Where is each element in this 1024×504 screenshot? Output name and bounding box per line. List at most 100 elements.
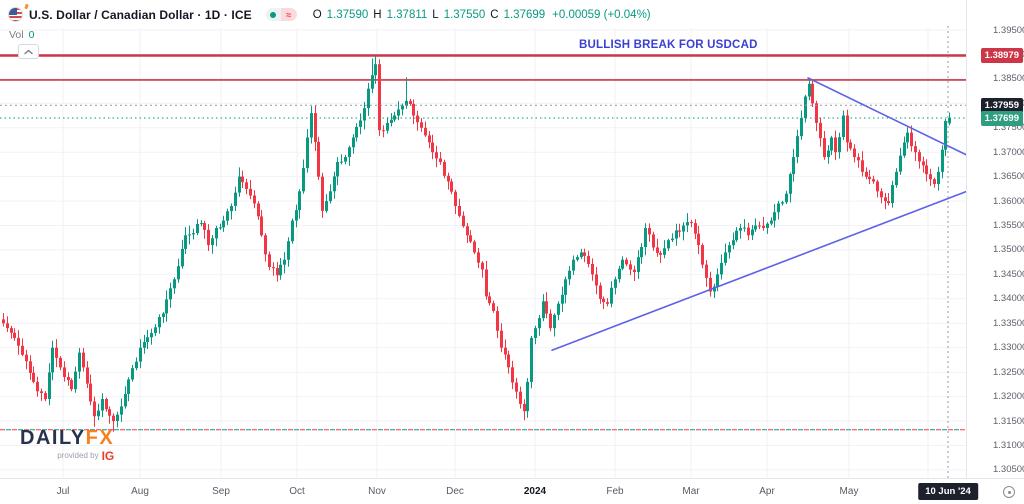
- candle-body: [766, 223, 769, 228]
- candle-body: [116, 414, 119, 421]
- candle-body: [409, 100, 412, 104]
- change-value: +0.00059 (+0.04%): [552, 8, 651, 21]
- candle-body: [397, 109, 400, 116]
- candle-body: [412, 103, 415, 116]
- candle-body: [48, 372, 51, 399]
- time-axis[interactable]: 10 Jun '24 Jul Aug Sep Oct Nov Dec 2024 Feb Mar A…: [0, 478, 1024, 504]
- candle-body: [591, 264, 594, 275]
- candle-body: [70, 380, 73, 390]
- indicator-collapse-button[interactable]: [18, 44, 39, 59]
- delayed-data-icon: ≈: [280, 8, 297, 21]
- volume-label: Vol: [9, 29, 24, 41]
- candle-body: [583, 252, 586, 256]
- candle-body: [830, 137, 833, 151]
- price-tick-label: 1.39500: [993, 24, 1024, 36]
- candle-body: [530, 337, 533, 382]
- price-tick-label: 1.36000: [993, 195, 1024, 207]
- candle-body: [310, 113, 313, 138]
- bullish-break-annotation[interactable]: BULLISH BREAK FOR USDCAD: [579, 39, 758, 51]
- candle-body: [713, 286, 716, 292]
- candle-body: [348, 147, 351, 158]
- candle-body: [610, 287, 613, 304]
- candle-body: [219, 227, 222, 229]
- price-tick-label: 1.30500: [993, 464, 1024, 476]
- candle-body: [925, 165, 928, 175]
- candle-body: [283, 259, 286, 265]
- candle-body: [709, 277, 712, 292]
- candle-body: [640, 247, 643, 258]
- candle-body: [576, 257, 579, 260]
- candle-body: [602, 298, 605, 302]
- candle-body: [728, 245, 731, 253]
- high-value: 1.37811: [386, 8, 428, 21]
- ascending-support-trendline[interactable]: [551, 185, 982, 352]
- candle-body: [340, 161, 343, 163]
- time-tick-label: Feb: [606, 486, 624, 497]
- realtime-status-icon: [265, 8, 281, 21]
- candle-body: [355, 126, 358, 138]
- crosshair-date-badge: 10 Jun '24: [918, 483, 978, 500]
- candle-body: [747, 227, 750, 236]
- candle-body: [545, 301, 548, 314]
- candle-body: [789, 174, 792, 194]
- candle-body: [754, 225, 757, 230]
- candle-body: [519, 391, 522, 404]
- candle-body: [606, 302, 609, 304]
- candle-body: [59, 357, 62, 368]
- price-tick-label: 1.38500: [993, 73, 1024, 85]
- candle-body: [922, 161, 925, 166]
- candle-body: [697, 233, 700, 246]
- candle-body: [230, 206, 233, 212]
- volume-indicator-legend[interactable]: Vol 0: [9, 29, 34, 41]
- candle-body: [549, 313, 552, 329]
- candle-body: [143, 342, 146, 348]
- candle-body: [333, 176, 336, 192]
- price-tick-label: 1.36500: [993, 171, 1024, 183]
- candle-body: [910, 132, 913, 147]
- candle-body: [287, 241, 290, 260]
- candle-body: [150, 333, 153, 338]
- candle-body: [656, 247, 659, 253]
- candle-body: [124, 394, 127, 407]
- market-status-pill[interactable]: ≈: [265, 8, 297, 21]
- candle-body: [139, 347, 142, 362]
- low-value: 1.37550: [443, 8, 486, 21]
- candle-body: [743, 227, 746, 229]
- candle-body: [127, 379, 130, 394]
- candle-body: [420, 122, 423, 128]
- candle-body: [302, 168, 305, 192]
- symbol-title[interactable]: U.S. Dollar / Canadian Dollar · 1D · ICE: [29, 7, 252, 22]
- candle-body: [686, 222, 689, 226]
- candle-body: [55, 347, 58, 358]
- price-tick-label: 1.35500: [993, 220, 1024, 232]
- candle-body: [454, 191, 457, 206]
- candle-body: [226, 211, 229, 221]
- candle-body: [694, 223, 697, 234]
- candle-body: [507, 354, 510, 368]
- candle-body: [245, 182, 248, 189]
- candle-body: [667, 240, 670, 249]
- candle-body: [906, 132, 909, 143]
- candle-body: [675, 230, 678, 239]
- candle-body: [792, 157, 795, 175]
- candle-body: [587, 255, 590, 264]
- candle-body: [74, 371, 77, 390]
- axis-settings-gear-icon[interactable]: [1003, 486, 1015, 498]
- candle-body: [184, 235, 187, 249]
- candle-body: [29, 361, 32, 373]
- price-axis[interactable]: 1.38979 1.37959 1.37699 1.395001.390001.…: [966, 0, 1024, 478]
- candle-body: [234, 192, 237, 206]
- candle-body: [17, 337, 20, 346]
- candle-body: [770, 220, 773, 224]
- candle-body: [325, 201, 328, 211]
- candle-body: [169, 288, 172, 300]
- candle-body: [724, 252, 727, 263]
- candle-body: [363, 108, 366, 121]
- candle-body: [834, 137, 837, 153]
- time-tick-label: Sep: [212, 486, 230, 497]
- descending-resistance-trendline[interactable]: [807, 77, 972, 158]
- candle-body: [637, 257, 640, 272]
- candle-body: [447, 175, 450, 182]
- open-value: 1.37590: [326, 8, 369, 21]
